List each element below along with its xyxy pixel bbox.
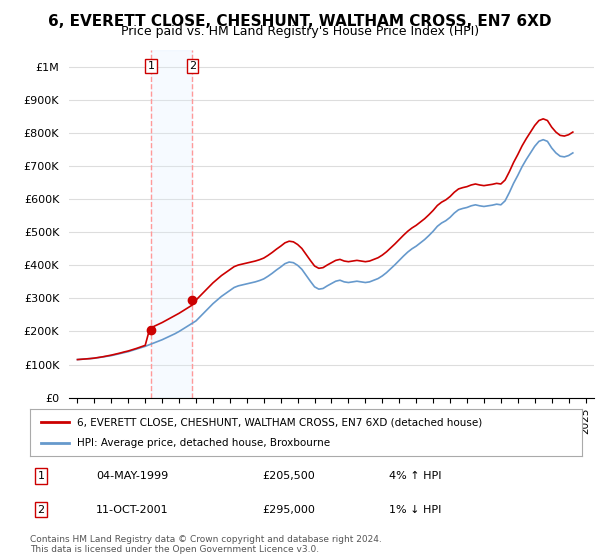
Text: £295,000: £295,000 — [262, 505, 315, 515]
Text: Price paid vs. HM Land Registry's House Price Index (HPI): Price paid vs. HM Land Registry's House … — [121, 25, 479, 38]
Text: 4% ↑ HPI: 4% ↑ HPI — [389, 471, 442, 481]
Text: 04-MAY-1999: 04-MAY-1999 — [96, 471, 169, 481]
Text: 6, EVERETT CLOSE, CHESHUNT, WALTHAM CROSS, EN7 6XD (detached house): 6, EVERETT CLOSE, CHESHUNT, WALTHAM CROS… — [77, 417, 482, 427]
Text: Contains HM Land Registry data © Crown copyright and database right 2024.
This d: Contains HM Land Registry data © Crown c… — [30, 535, 382, 554]
Bar — [151, 50, 192, 398]
Text: 1% ↓ HPI: 1% ↓ HPI — [389, 505, 441, 515]
Text: 1: 1 — [38, 471, 44, 481]
Text: 11-OCT-2001: 11-OCT-2001 — [96, 505, 169, 515]
Text: HPI: Average price, detached house, Broxbourne: HPI: Average price, detached house, Brox… — [77, 438, 330, 448]
Text: £205,500: £205,500 — [262, 471, 314, 481]
Text: 1: 1 — [148, 61, 155, 71]
Text: 2: 2 — [37, 505, 44, 515]
Text: 6, EVERETT CLOSE, CHESHUNT, WALTHAM CROSS, EN7 6XD: 6, EVERETT CLOSE, CHESHUNT, WALTHAM CROS… — [48, 14, 552, 29]
Text: 2: 2 — [189, 61, 196, 71]
